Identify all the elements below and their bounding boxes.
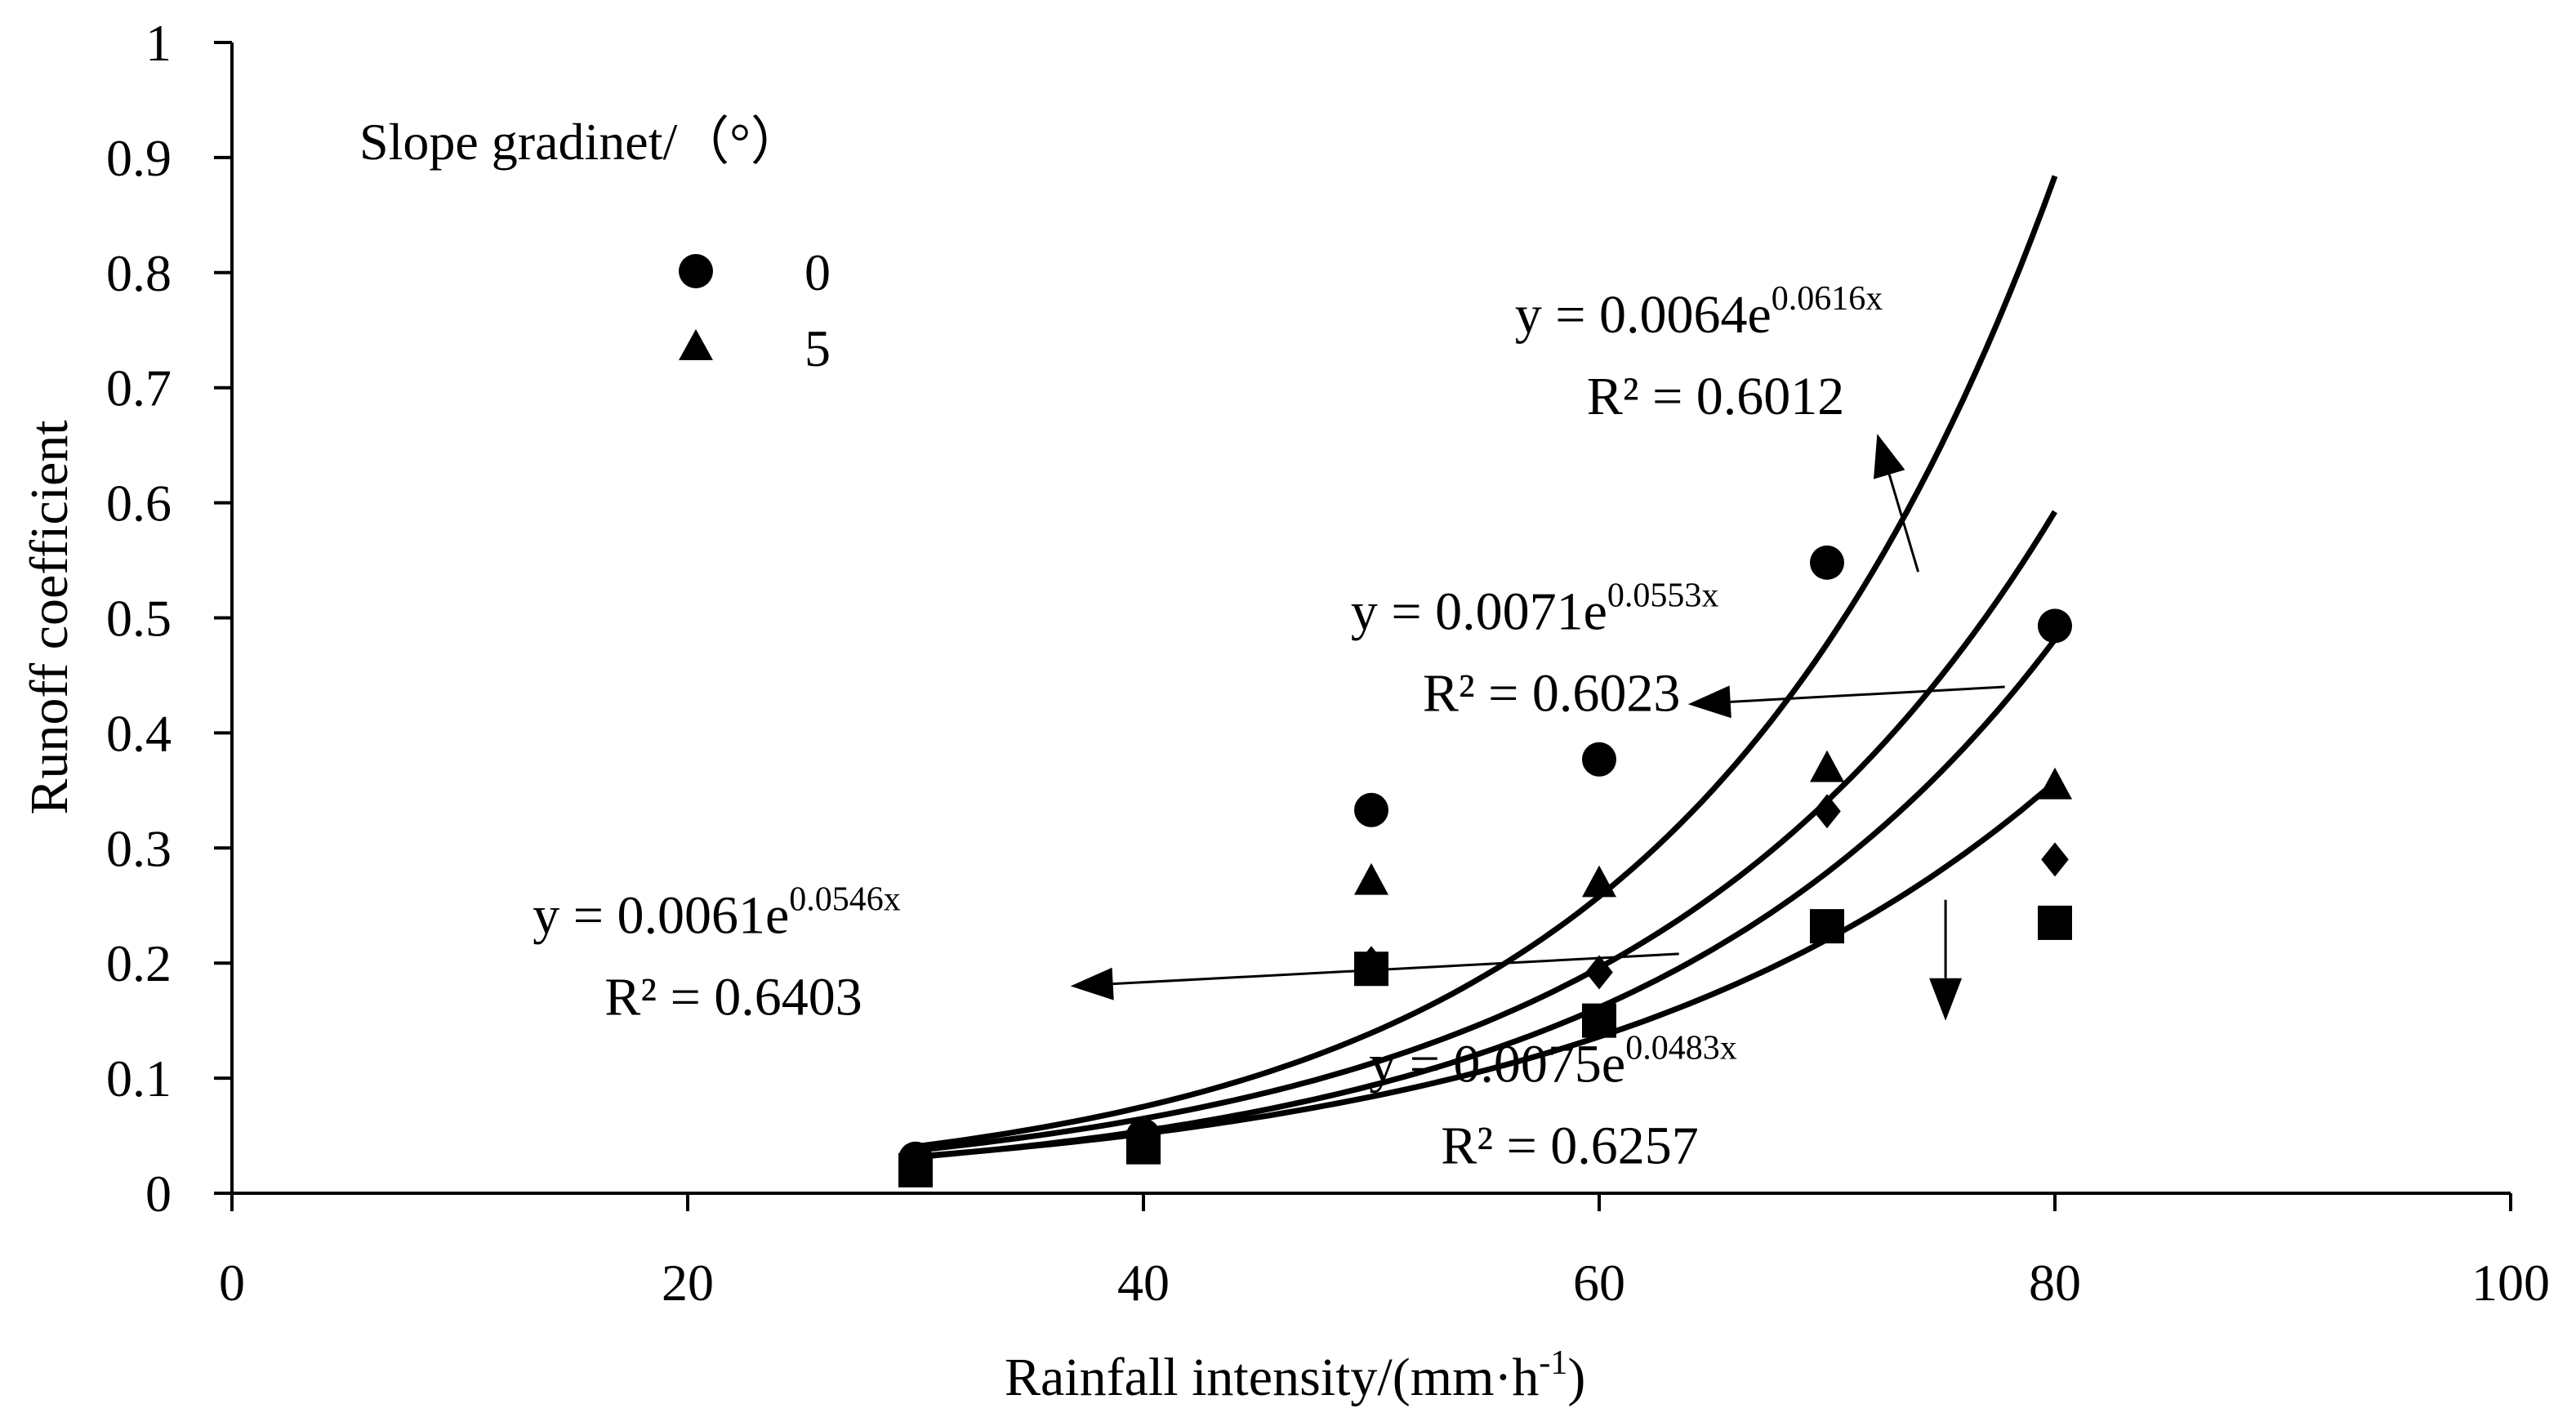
fit-diamond-equation-exponent: 0.0546x [789,881,901,919]
arrow-fit-circle-head [1874,434,1905,479]
fit-lines-group [915,175,2058,1161]
arrow-fit-square-head [1929,978,1963,1021]
y-axis-title: Runoff coefficient [20,420,79,814]
arrows-group [1070,434,2005,1021]
y-tick-label: 0.3 [106,819,172,877]
fit-circle-r2: R² = 0.6012 [1587,367,1845,426]
fit-square-equation-exponent: 0.0483x [1625,1029,1737,1067]
legend: Slope gradinet/（°） 0 5 [359,113,831,377]
square-point [1354,951,1388,987]
fit-triangle-equation-exponent: 0.0553x [1607,577,1719,615]
y-tick-label: 0.6 [106,475,172,533]
x-tick-label: 0 [219,1254,245,1312]
arrow-fit-circle-shaft [1887,474,1920,573]
y-tick-label: 0.5 [106,590,172,648]
diamond-point [2041,842,2069,877]
legend-marker-triangle [679,329,713,360]
triangle-point [1354,862,1388,895]
y-tick-label: 1 [145,14,172,72]
circle-point [1582,742,1616,777]
circle-point [1354,792,1388,827]
triangle-point [2038,767,2072,800]
fit-diamond-equation-base: y = 0.0061e [533,886,789,946]
fit-circle-equation-exponent: 0.0616x [1772,280,1883,318]
diamond-point [1585,955,1613,990]
fit-triangle-equation: y = 0.0071e0.0553x [1351,577,1719,642]
square-point [1126,1130,1161,1165]
annotations-group: y = 0.0064e0.0616x R² = 0.6012 y = 0.0071e… [533,280,1883,1175]
square-point [1582,1003,1616,1038]
y-tick-label: 0.8 [106,244,172,302]
x-tick-label: 20 [662,1254,714,1312]
fit-diamond-r2: R² = 0.6403 [604,968,862,1027]
arrow-fit-triangle-head [1687,685,1731,719]
y-tick-label: 0.2 [106,934,172,992]
y-tick-label: 0.7 [106,359,172,417]
points-group [898,545,2072,1188]
fit-circle-equation-base: y = 0.0064e [1515,285,1772,345]
legend-marker-circle [679,254,713,288]
x-tick-label: 100 [2471,1254,2550,1312]
arrow-fit-diamond-head [1070,967,1114,1000]
fit-triangle-r2: R² = 0.6023 [1423,664,1681,724]
x-tick-label: 80 [2029,1254,2081,1312]
square-point [898,1152,933,1188]
triangle-point [1810,750,1844,782]
y-tick-label: 0.1 [106,1049,172,1107]
x-axis-title: Rainfall intensity/(mm·h-1) [1005,1344,1585,1407]
fit-circle-line [915,175,2058,1150]
fit-square-line [915,779,2057,1160]
fit-triangle-line [915,510,2057,1153]
fit-square-equation: y = 0.0075e0.0483x [1369,1029,1737,1094]
y-tick-label: 0.9 [106,129,172,187]
legend-title: Slope gradinet/（°） [359,113,803,171]
triangle-point [1582,865,1616,898]
x-tick-label: 40 [1117,1254,1170,1312]
fit-diamond-equation: y = 0.0061e0.0546x [533,881,901,946]
circle-point [2038,608,2072,644]
legend-label-0: 0 [804,243,831,301]
arrow-fit-diamond-shaft [1112,952,1679,986]
fit-square-equation-base: y = 0.0075e [1369,1034,1625,1094]
fit-triangle-equation-base: y = 0.0071e [1351,582,1607,642]
y-tick-label: 0.4 [106,704,172,762]
circle-point [1810,545,1844,580]
arrow-fit-triangle-shaft [1730,685,2005,703]
x-tick-label: 60 [1573,1254,1625,1312]
fit-square-r2: R² = 0.6257 [1441,1116,1699,1175]
fit-circle-equation: y = 0.0064e0.0616x [1515,280,1883,345]
ticks-group: 0 20 40 60 80 100 0 0.1 0.2 0.3 0.4 0.5 0.6 0.7 0.8 0.9… [106,14,2550,1312]
square-point [2038,905,2072,940]
y-tick-label: 0 [145,1165,172,1223]
legend-label-5: 5 [804,319,831,377]
diamond-point [1813,794,1841,829]
square-point [1810,909,1844,944]
